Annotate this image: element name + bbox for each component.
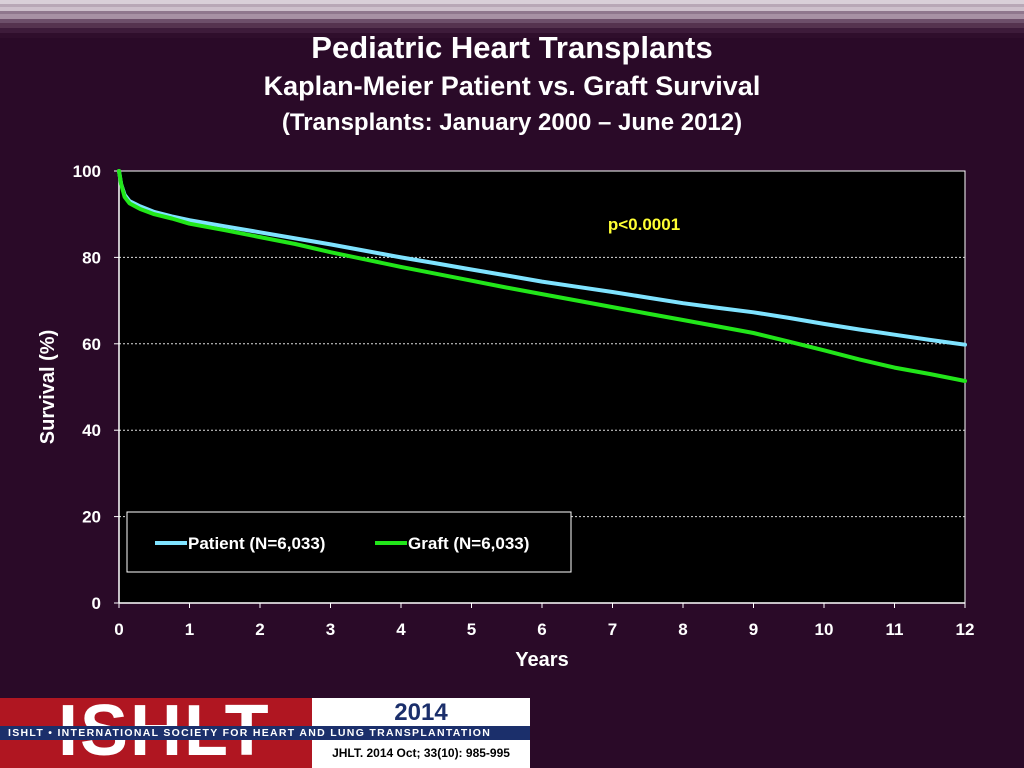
x-axis-label: Years bbox=[515, 649, 568, 671]
legend-label: Patient (N=6,033) bbox=[188, 534, 325, 553]
x-tick-label: 11 bbox=[886, 620, 904, 639]
x-tick-label: 12 bbox=[956, 620, 975, 639]
x-tick-label: 2 bbox=[255, 620, 264, 639]
y-tick-label: 60 bbox=[82, 335, 101, 354]
p-value-annotation: p<0.0001 bbox=[608, 215, 680, 234]
x-tick-label: 8 bbox=[678, 620, 687, 639]
x-tick-label: 5 bbox=[467, 620, 476, 639]
slide-date-range: (Transplants: January 2000 – June 2012) bbox=[281, 109, 743, 136]
x-tick-label: 3 bbox=[326, 620, 335, 639]
series-line-graft bbox=[117, 169, 967, 383]
x-tick-label: 6 bbox=[537, 620, 546, 639]
x-tick-label: 7 bbox=[608, 620, 617, 639]
y-tick-label: 100 bbox=[73, 162, 101, 181]
header-stripes bbox=[0, 0, 1024, 38]
citation-text: JHLT. 2014 Oct; 33(10): 985-995 bbox=[332, 746, 510, 760]
org-name-bar: ISHLT • INTERNATIONAL SOCIETY FOR HEART … bbox=[0, 726, 530, 740]
y-tick-label: 0 bbox=[92, 594, 101, 613]
legend-label: Graft (N=6,033) bbox=[408, 534, 529, 553]
y-tick-label: 20 bbox=[82, 508, 101, 527]
slide-subtitle: Kaplan-Meier Patient vs. Graft Survival bbox=[263, 71, 761, 101]
x-tick-label: 9 bbox=[749, 620, 758, 639]
x-tick-label: 10 bbox=[815, 620, 834, 639]
year-label: 2014 bbox=[394, 699, 448, 726]
x-tick-label: 1 bbox=[185, 620, 194, 639]
y-tick-label: 80 bbox=[82, 248, 101, 267]
y-axis-label: Survival (%) bbox=[37, 330, 59, 444]
title-block: Pediatric Heart Transplants Kaplan-Meier… bbox=[0, 30, 1024, 138]
footer: ISHLT 2014 ISHLT • INTERNATIONAL SOCIETY… bbox=[0, 698, 530, 768]
legend-box bbox=[126, 511, 572, 573]
y-tick-label: 40 bbox=[82, 421, 101, 440]
slide-title: Pediatric Heart Transplants bbox=[311, 30, 713, 65]
series-line-patient bbox=[117, 169, 967, 347]
x-tick-label: 4 bbox=[396, 620, 406, 639]
x-tick-label: 0 bbox=[114, 620, 123, 639]
